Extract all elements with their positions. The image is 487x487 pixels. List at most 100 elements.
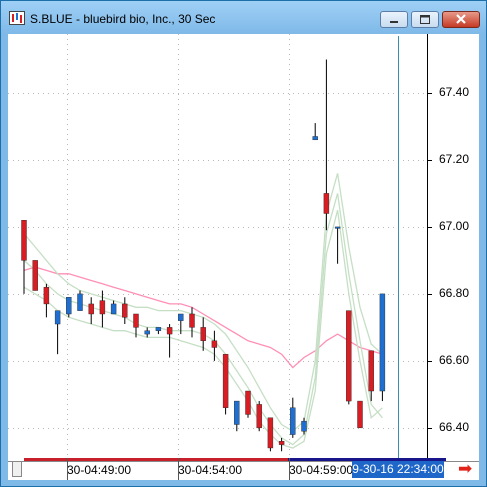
candle <box>133 313 139 338</box>
current-time-label: 9-30-16 22:34:00 <box>352 461 444 478</box>
chart-area[interactable]: 67.40 67.20 67.00 66.80 66.60 66.40 30-04:49:… <box>8 34 479 480</box>
candle-body-down <box>21 220 27 261</box>
price-tick-label: 66.40 <box>439 419 470 434</box>
candle <box>245 390 251 418</box>
candle-body-down <box>357 400 363 429</box>
price-tick-label: 67.00 <box>439 218 470 233</box>
price-chart[interactable] <box>8 34 479 458</box>
candle <box>178 313 184 335</box>
candle <box>200 317 206 351</box>
candle-body-down <box>346 310 352 402</box>
candle-body-down <box>122 303 128 318</box>
price-tick-mark <box>427 160 432 161</box>
candle-body-down <box>189 313 195 328</box>
candle-body-down <box>323 193 330 214</box>
price-tick-label: 66.80 <box>439 285 470 300</box>
candle-body-down <box>43 286 50 305</box>
candle-body-up <box>379 293 386 392</box>
arrow-right-icon[interactable]: ➡ <box>458 459 473 478</box>
maximize-icon <box>420 15 430 24</box>
candle-body-down <box>99 300 106 315</box>
time-tick-mark <box>67 458 68 480</box>
candle <box>211 330 218 361</box>
candle-body-down <box>200 327 206 341</box>
candle <box>334 226 341 264</box>
time-tick-mark <box>178 458 179 480</box>
chart-window-icon <box>9 11 25 25</box>
candle <box>312 123 318 141</box>
candle-body-down <box>222 353 229 408</box>
grid-lines <box>8 34 427 458</box>
time-tick-mark <box>289 458 290 480</box>
candle <box>346 310 352 405</box>
scroll-grip[interactable] <box>12 461 22 477</box>
price-tick-label: 67.20 <box>439 151 470 166</box>
candle-body-down <box>32 260 38 291</box>
maximize-button[interactable] <box>411 11 439 28</box>
price-axis[interactable]: 67.40 67.20 67.00 66.80 66.60 66.40 <box>427 34 479 458</box>
minimize-button[interactable] <box>380 11 408 28</box>
candle <box>323 59 330 231</box>
minimize-icon <box>390 21 398 23</box>
candle-body-down <box>245 390 251 415</box>
candle-body-up <box>77 293 83 311</box>
candle-body-up <box>66 297 72 315</box>
close-icon <box>456 14 466 24</box>
candle <box>379 293 386 402</box>
candle-body-down <box>278 441 285 445</box>
candle-body-up <box>155 327 162 331</box>
candle <box>43 283 50 318</box>
candle-body-up <box>301 420 307 432</box>
candle-body-up <box>312 136 318 141</box>
price-tick-mark <box>427 361 432 362</box>
time-tick-label: 30-04:59:00 <box>289 463 354 477</box>
candle <box>234 400 240 432</box>
candle <box>88 297 94 325</box>
candle <box>189 307 195 338</box>
candle-body-down <box>211 340 218 348</box>
candle <box>32 260 38 291</box>
candle-body-down <box>368 350 374 392</box>
candle-body-up <box>290 407 296 435</box>
time-axis[interactable]: 30-04:49:00 30-04:54:00 30-04:59:00 9-30-1… <box>8 458 479 480</box>
candle-body-up <box>234 400 240 425</box>
title-bar[interactable]: S.BLUE - bluebird bio, Inc., 30 Sec <box>1 1 486 34</box>
time-tick-label: 30-04:49:00 <box>67 463 132 477</box>
candle <box>301 417 307 435</box>
close-button[interactable] <box>442 11 480 28</box>
price-tick-label: 67.40 <box>439 84 470 99</box>
overlay-line-pink <box>23 266 383 369</box>
candle-body-up <box>110 303 117 315</box>
candle-body-up <box>334 226 341 229</box>
candlestick-series <box>21 59 386 452</box>
candle <box>256 401 262 432</box>
candle-body-down <box>256 404 262 429</box>
candle-body-up <box>178 313 184 321</box>
candle <box>290 397 296 438</box>
price-tick-mark <box>427 227 432 228</box>
price-tick-mark <box>427 294 432 295</box>
candle-body-up <box>54 310 61 325</box>
candle <box>166 324 173 358</box>
candle <box>368 350 374 402</box>
candle <box>267 417 274 452</box>
candle <box>77 290 83 311</box>
candle <box>99 290 106 328</box>
price-tick-mark <box>427 93 432 94</box>
candle <box>144 327 150 338</box>
window-title: S.BLUE - bluebird bio, Inc., 30 Sec <box>30 12 216 26</box>
candle-body-down <box>133 313 139 328</box>
time-tick-label: 30-04:54:00 <box>178 463 243 477</box>
candle <box>66 297 72 318</box>
candle <box>155 327 162 335</box>
price-tick-label: 66.60 <box>439 352 470 367</box>
candle <box>278 437 285 452</box>
candle <box>21 220 27 294</box>
candle <box>357 400 363 429</box>
candle-body-down <box>88 303 94 315</box>
price-tick-mark <box>427 428 432 429</box>
candle <box>110 300 117 315</box>
candle-body-up <box>144 330 150 335</box>
candle-body-down <box>166 327 173 335</box>
